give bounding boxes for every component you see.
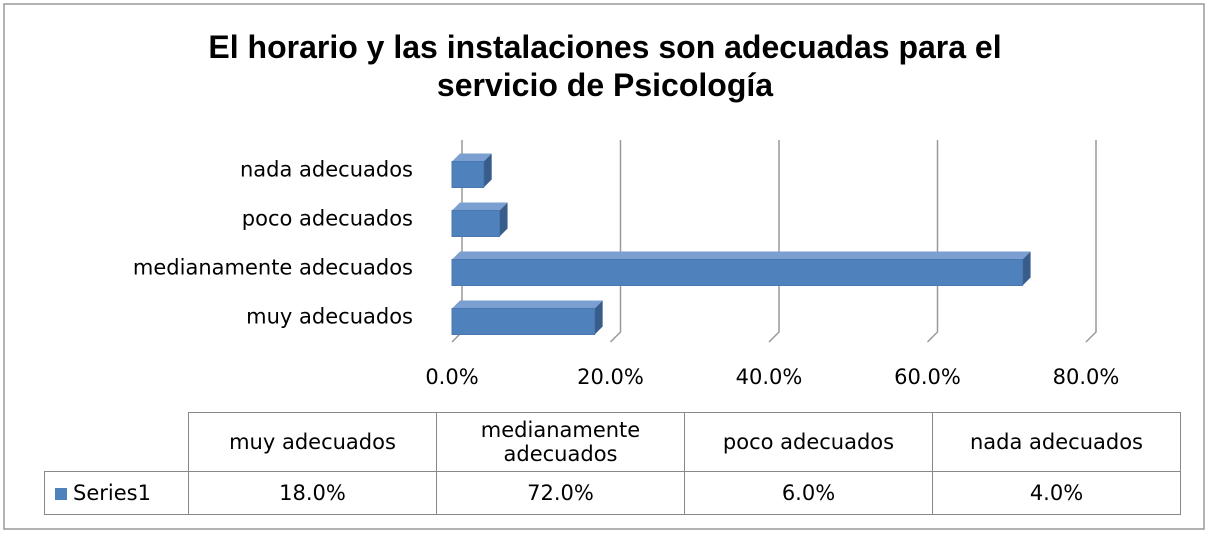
bar-top — [452, 251, 1031, 260]
table-value: 6.0% — [684, 471, 933, 515]
x-tick-label: 40.0% — [736, 365, 803, 389]
bar — [451, 300, 603, 335]
y-tick-label: medianamente adecuados — [133, 256, 413, 280]
bar-front — [451, 210, 501, 237]
bar-top — [452, 202, 508, 211]
bar-front — [451, 308, 596, 335]
bar-side — [1022, 251, 1031, 286]
chart-border — [3, 3, 1205, 530]
table-header: nada adecuados — [932, 412, 1181, 472]
bar-side — [483, 153, 492, 188]
grid-line — [926, 140, 939, 343]
table-value: 18.0% — [188, 471, 437, 515]
y-tick-label: muy adecuados — [246, 305, 413, 329]
bar-side — [594, 300, 603, 335]
bar — [451, 251, 1031, 286]
grid-line — [1085, 140, 1097, 343]
x-tick-label: 80.0% — [1053, 365, 1120, 389]
chart-title: El horario y las instalaciones son adecu… — [208, 29, 1002, 103]
table-header: poco adecuados — [684, 412, 933, 472]
x-tick-label: 60.0% — [894, 365, 961, 389]
table-header: muy adecuados — [188, 412, 437, 472]
x-tick-label: 0.0% — [425, 365, 478, 389]
bar-side — [499, 202, 508, 237]
bar — [451, 153, 492, 188]
bar-top — [452, 153, 492, 162]
x-tick-label: 20.0% — [577, 365, 644, 389]
y-tick-label: nada adecuados — [240, 158, 413, 182]
y-tick-label: poco adecuados — [242, 207, 413, 231]
data-table: muy adecuados medianamente adecuados poco … — [44, 412, 1181, 515]
table-header: medianamente adecuados — [436, 412, 685, 472]
grid-line — [609, 140, 622, 343]
bar-front — [451, 259, 1024, 286]
legend-label: Series1 — [73, 481, 151, 505]
legend-key — [55, 488, 67, 500]
table-value: 4.0% — [932, 471, 1181, 515]
bar — [451, 202, 508, 237]
grid-line — [768, 140, 780, 343]
table-corner — [44, 412, 189, 472]
table-value: 72.0% — [436, 471, 685, 515]
legend-cell: Series1 — [44, 471, 189, 515]
bar-top — [452, 300, 603, 309]
bar-front — [451, 161, 485, 188]
